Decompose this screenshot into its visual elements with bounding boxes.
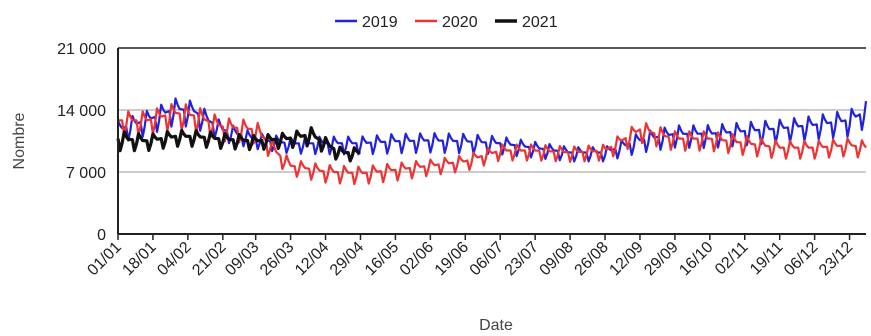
x-tick-label: 12/04: [292, 239, 332, 279]
y-tick-label: 21 000: [57, 41, 106, 58]
x-tick-label: 04/02: [154, 239, 194, 279]
gridlines: [118, 47, 866, 173]
axes: [117, 48, 866, 235]
x-tick-label: 12/09: [606, 239, 646, 279]
x-tick-label: 16/10: [676, 239, 716, 279]
series-line-2019: [117, 97, 868, 163]
x-tick-label: 06/07: [467, 239, 507, 279]
x-tick-label: 16/05: [362, 239, 402, 279]
y-tick-label: 14 000: [57, 103, 106, 120]
x-tick-label: 19/11: [747, 239, 787, 279]
x-tick-label: 26/08: [572, 239, 612, 279]
x-tick-labels: 01/0118/0104/0221/0209/0326/0312/0429/04…: [84, 234, 856, 279]
x-tick-label: 01/01: [84, 239, 124, 279]
series-layer: [116, 97, 868, 186]
y-tick-label: 0: [97, 227, 106, 244]
legend: 2019 2020 2021: [335, 14, 558, 31]
x-tick-label: 02/06: [397, 239, 437, 279]
x-tick-label: 26/03: [257, 239, 297, 279]
x-tick-label: 23/07: [502, 239, 542, 279]
x-tick-label: 18/01: [119, 239, 159, 279]
x-tick-label: 19/06: [432, 239, 472, 279]
legend-label-2020: 2020: [442, 14, 478, 31]
x-tick-label: 06/12: [781, 239, 821, 279]
series-line-2021: [116, 126, 361, 163]
y-tick-labels: 0 7 000 14 000 21 000: [57, 41, 106, 244]
legend-label-2019: 2019: [362, 14, 398, 31]
legend-label-2021: 2021: [522, 14, 558, 31]
x-tick-label: 29/09: [641, 239, 681, 279]
y-axis-title: Nombre: [11, 112, 28, 169]
x-tick-label: 09/03: [222, 239, 262, 279]
x-tick-label: 09/08: [537, 239, 577, 279]
series-line-2020: [118, 102, 867, 186]
x-tick-label: 23/12: [816, 239, 856, 279]
x-tick-label: 02/11: [712, 239, 752, 279]
x-tick-label: 29/04: [327, 239, 367, 279]
y-tick-label: 7 000: [66, 165, 106, 182]
x-axis-title: Date: [479, 317, 513, 334]
x-tick-label: 21/02: [189, 239, 229, 279]
